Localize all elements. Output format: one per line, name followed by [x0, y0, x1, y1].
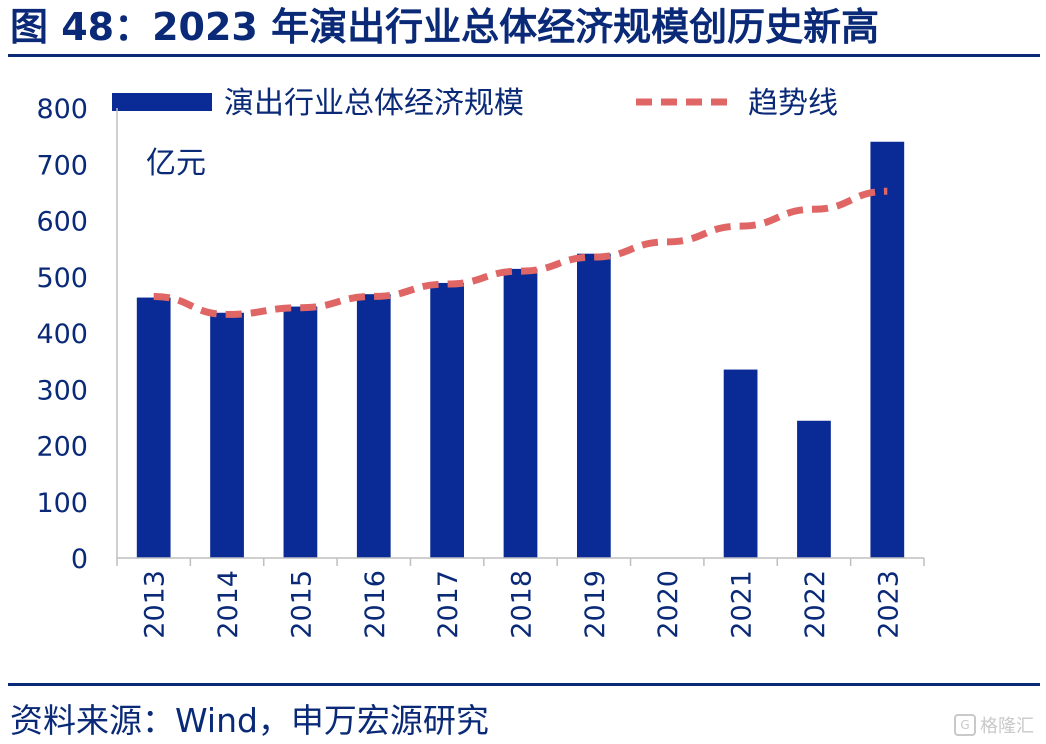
- x-tick-label: 2020: [653, 570, 684, 639]
- bar-2015: [283, 306, 318, 558]
- bar-2014: [210, 312, 244, 558]
- x-tick-label: 2023: [873, 570, 904, 639]
- legend-bar-swatch: [112, 93, 212, 111]
- y-tick-label: 400: [36, 319, 88, 350]
- chart-legend: 演出行业总体经济规模 趋势线: [112, 86, 838, 121]
- source-note: 资料来源：Wind，申万宏源研究: [10, 701, 489, 740]
- chart-canvas: 演出行业总体经济规模 趋势线 亿元 0 100 200 300 400 500 600 700…: [36, 86, 925, 639]
- x-tick-label: 2015: [286, 570, 317, 639]
- axes: [116, 108, 925, 566]
- bar-2016: [356, 294, 391, 558]
- watermark-text: 格隆汇: [980, 716, 1034, 737]
- title-divider: [8, 54, 1040, 57]
- watermark: G 格隆汇: [954, 712, 1034, 738]
- bar-2019: [576, 253, 611, 558]
- legend-trend-label: 趋势线: [748, 86, 838, 121]
- y-tick-label: 500: [36, 263, 88, 294]
- y-tick-label: 0: [71, 544, 88, 575]
- y-tick-label: 600: [36, 207, 88, 238]
- bar-2018: [503, 268, 538, 558]
- y-tick-label: 200: [36, 432, 88, 463]
- bar-2013: [136, 297, 171, 558]
- bar-series: [136, 141, 905, 558]
- y-tick-label: 100: [36, 488, 88, 519]
- x-tick-label: 2022: [800, 570, 831, 639]
- x-tick-label: 2014: [213, 570, 244, 639]
- bar-2021: [723, 369, 758, 558]
- x-tick-label: 2016: [360, 570, 391, 639]
- y-tick-label: 300: [36, 375, 88, 406]
- y-tick-label: 800: [36, 94, 88, 125]
- x-tick-label: 2021: [727, 570, 758, 639]
- legend-bar-label: 演出行业总体经济规模: [224, 86, 524, 121]
- y-tick-label: 700: [36, 150, 88, 181]
- bar-2022: [797, 420, 831, 558]
- x-tick-label: 2019: [580, 570, 611, 639]
- x-tick-label: 2018: [507, 570, 538, 639]
- trend-series: [153, 187, 888, 318]
- footer-divider: [8, 683, 1040, 686]
- bar-2017: [430, 282, 465, 558]
- x-tick-label: 2013: [140, 570, 171, 639]
- unit-label: 亿元: [146, 146, 206, 181]
- chart-title: 图 48：2023 年演出行业总体经济规模创历史新高: [10, 5, 880, 49]
- x-axis-labels: 2013 2014 2015 2016 2017 2018 2019 2020 2021 2022…: [140, 570, 905, 639]
- bar-2023: [870, 141, 905, 558]
- trend-line: [153, 187, 888, 318]
- y-axis-labels: 0 100 200 300 400 500 600 700 800: [36, 94, 88, 575]
- x-tick-label: 2017: [433, 570, 464, 639]
- watermark-logo-icon: G: [954, 714, 976, 736]
